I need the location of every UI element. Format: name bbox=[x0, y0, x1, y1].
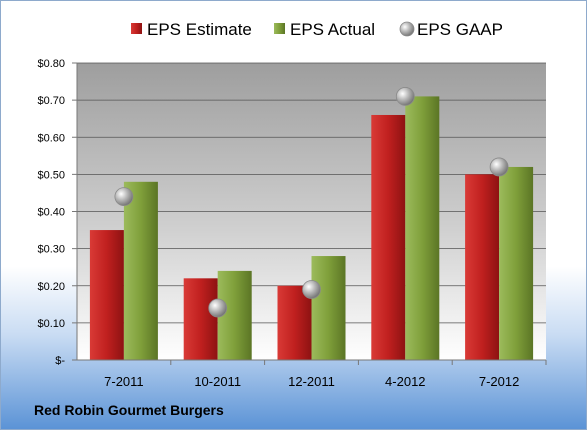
legend-label: EPS GAAP bbox=[417, 20, 503, 39]
legend-label: EPS Estimate bbox=[147, 20, 252, 39]
x-tick-label: 7-2011 bbox=[104, 374, 144, 389]
bar-eps-estimate bbox=[465, 174, 500, 360]
marker-eps-gaap bbox=[302, 280, 321, 299]
legend-swatch bbox=[399, 21, 415, 37]
bar-eps-actual bbox=[123, 181, 158, 360]
x-tick-label: 4-2012 bbox=[385, 374, 425, 389]
y-tick-label: $0.30 bbox=[37, 244, 65, 256]
bar-eps-estimate bbox=[371, 114, 406, 360]
y-tick-label: $0.50 bbox=[37, 169, 65, 181]
x-tick-label: 7-2012 bbox=[479, 374, 519, 389]
marker-eps-gaap bbox=[395, 87, 415, 106]
legend-swatch bbox=[274, 23, 285, 34]
legend-swatch bbox=[131, 23, 142, 34]
bar-eps-actual bbox=[499, 166, 534, 360]
y-tick-label: $0.10 bbox=[37, 318, 65, 330]
bar-eps-actual bbox=[311, 256, 346, 360]
y-tick-label: $0.80 bbox=[37, 58, 65, 70]
y-tick-label: $0.60 bbox=[37, 132, 65, 144]
y-tick-label: $0.40 bbox=[37, 207, 65, 219]
x-tick-label: 12-2011 bbox=[288, 374, 335, 389]
bar-eps-estimate bbox=[277, 285, 312, 360]
y-tick-label: $0.70 bbox=[37, 95, 65, 107]
y-tick-label: $- bbox=[55, 355, 65, 367]
x-tick-label: 10-2011 bbox=[194, 374, 241, 389]
company-label: Red Robin Gourmet Burgers bbox=[34, 402, 224, 418]
marker-eps-gaap bbox=[208, 298, 228, 318]
bar-eps-estimate bbox=[183, 278, 218, 360]
legend-label: EPS Actual bbox=[290, 20, 375, 39]
bar-eps-actual bbox=[405, 96, 440, 360]
y-tick-label: $0.20 bbox=[37, 281, 65, 293]
marker-eps-gaap bbox=[114, 187, 134, 207]
bar-eps-estimate bbox=[89, 230, 124, 360]
marker-eps-gaap bbox=[489, 157, 509, 177]
